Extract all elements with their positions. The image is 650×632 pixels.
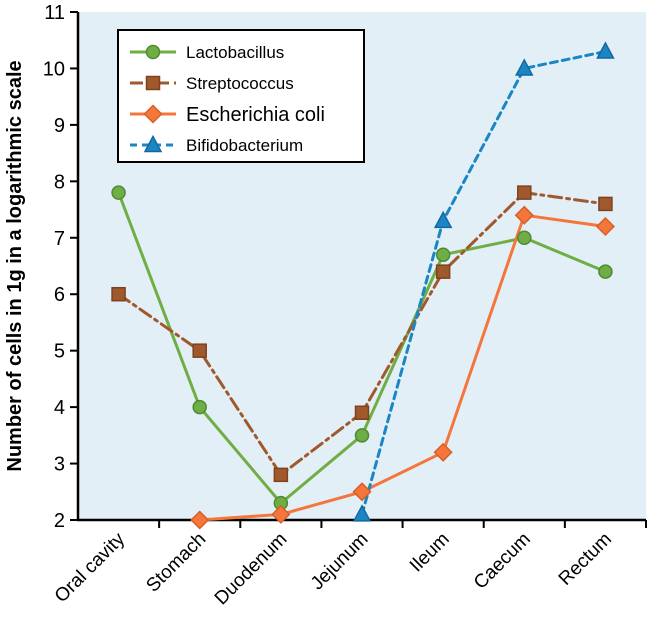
y-axis-tick-label: 9 xyxy=(54,115,65,137)
circle-marker-lactobacillus xyxy=(192,399,207,415)
diamond-marker-escherichia-coli xyxy=(514,205,534,225)
diamond-marker-escherichia-coli xyxy=(352,482,372,502)
legend-label: Escherichia coli xyxy=(186,104,325,126)
circle-marker-lactobacillus xyxy=(517,230,532,246)
y-axis-tick-label: 8 xyxy=(54,171,65,193)
y-axis-tick-label: 6 xyxy=(54,284,65,306)
y-axis-tick-label: 7 xyxy=(54,228,65,250)
square-marker-streptococcus xyxy=(598,196,613,212)
diamond-marker-escherichia-coli xyxy=(595,216,615,237)
square-marker-streptococcus xyxy=(435,264,451,279)
y-axis-tick-label: 5 xyxy=(54,341,65,363)
legend-label: Bifidobacterium xyxy=(186,136,303,155)
y-axis-tick-label: 4 xyxy=(54,397,65,419)
legend-item-escherichia-coli: Escherichia coli xyxy=(130,104,325,126)
series-line-bifidobacterium xyxy=(360,50,607,516)
y-axis-title: Number of cells in 1g in a logarithmic s… xyxy=(4,60,26,471)
square-marker-streptococcus xyxy=(354,405,370,421)
diamond-marker-escherichia-coli xyxy=(433,442,453,462)
x-category-label: Rectum xyxy=(555,529,616,590)
y-axis-tick-label: 3 xyxy=(54,454,65,476)
circle-marker-lactobacillus xyxy=(435,247,451,262)
circle-marker-lactobacillus xyxy=(145,44,161,60)
legend-item-streptococcus: Streptococcus xyxy=(130,74,294,93)
y-axis-tick-label: 10 xyxy=(43,58,65,80)
circle-marker-lactobacillus xyxy=(598,264,613,279)
x-category-label: Oral cavity xyxy=(51,528,130,607)
x-category-label: Caecum xyxy=(470,529,535,594)
triangle-marker-bifidobacterium xyxy=(143,134,163,153)
legend-label: Lactobacillus xyxy=(186,43,284,62)
square-marker-streptococcus xyxy=(517,185,532,200)
x-category-label: Stomach xyxy=(142,529,210,597)
legend-label: Streptococcus xyxy=(186,74,294,93)
x-category-label: Jejunum xyxy=(307,529,373,595)
x-category-label: Duodenum xyxy=(211,529,292,610)
diamond-marker-escherichia-coli xyxy=(190,510,210,530)
series-line-escherichia-coli xyxy=(198,213,607,522)
square-marker-streptococcus xyxy=(111,286,126,302)
square-marker-streptococcus xyxy=(273,467,289,483)
circle-marker-lactobacillus xyxy=(354,428,370,443)
triangle-marker-bifidobacterium xyxy=(515,58,534,76)
triangle-marker-bifidobacterium xyxy=(433,210,453,229)
triangle-marker-bifidobacterium xyxy=(352,504,372,522)
legend: Lactobacillus Streptococcus Escherichia co… xyxy=(117,29,365,163)
triangle-marker-bifidobacterium xyxy=(596,41,615,59)
y-axis-tick-label: 2 xyxy=(54,510,65,532)
diamond-marker-escherichia-coli xyxy=(143,104,163,124)
square-marker-streptococcus xyxy=(192,343,207,358)
legend-item-bifidobacterium: Bifidobacterium xyxy=(130,134,303,155)
legend-item-lactobacillus: Lactobacillus xyxy=(130,43,284,62)
diamond-marker-escherichia-coli xyxy=(271,504,291,524)
y-axis-tick-label: 11 xyxy=(44,2,65,24)
x-category-label: Ileum xyxy=(406,529,454,577)
circle-marker-lactobacillus xyxy=(111,185,126,200)
square-marker-streptococcus xyxy=(145,75,161,91)
